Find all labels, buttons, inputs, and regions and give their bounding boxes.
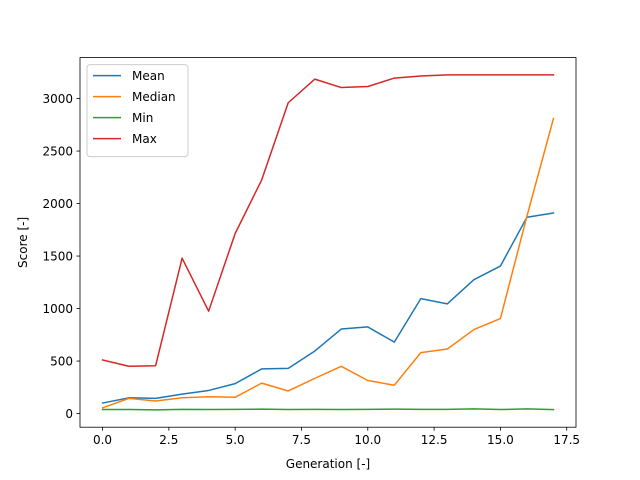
series-line-mean [101,212,555,404]
y-tick-label: 2000 [42,197,73,211]
series-line-max [101,74,555,368]
legend-label-mean: Mean [132,69,165,83]
x-tick-label: 15.0 [487,433,514,447]
x-axis-label: Generation [-] [286,457,370,471]
y-tick-label: 1000 [42,302,73,316]
plot-lines [101,74,555,411]
series-line-min [101,408,555,411]
plot-frame [79,57,577,428]
x-tick-label: 2.5 [159,433,178,447]
x-tick-label: 12.5 [421,433,448,447]
x-axis: 0.0 2.5 5.0 7.5 10.0 12.5 15.0 17.5 [93,427,580,447]
y-tick-label: 3000 [42,92,73,106]
x-tick-label: 7.5 [292,433,311,447]
x-tick-label: 0.0 [93,433,112,447]
x-tick-label: 17.5 [553,433,580,447]
y-axis: 0 500 1000 1500 2000 2500 3000 [42,92,80,421]
y-tick-label: 2500 [42,144,73,158]
y-tick-label: 0 [65,407,73,421]
series-line-median [101,117,555,409]
x-tick-label: 10.0 [354,433,381,447]
legend: Mean Median Min Max [86,64,189,158]
legend-box [86,64,189,158]
legend-label-min: Min [132,111,153,125]
y-tick-label: 500 [50,354,73,368]
legend-label-median: Median [132,90,176,104]
y-axis-label: Score [-] [16,217,30,268]
y-tick-label: 1500 [42,249,73,263]
legend-label-max: Max [132,132,157,146]
x-tick-label: 5.0 [226,433,245,447]
